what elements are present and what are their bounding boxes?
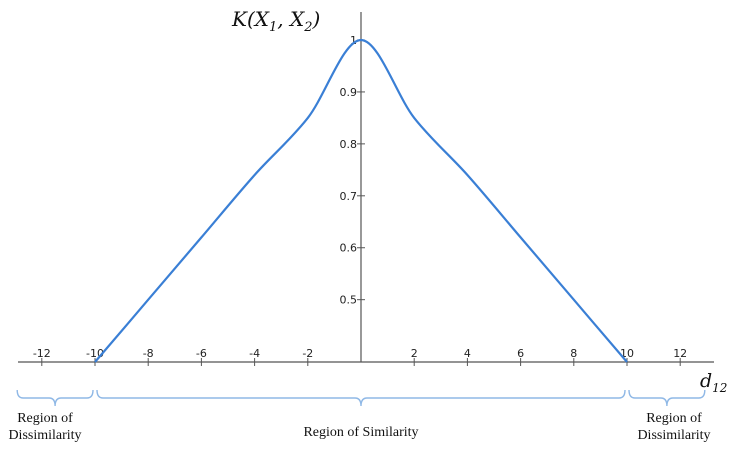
kernel-curve bbox=[94, 38, 628, 363]
y-tick-label: 0.8 bbox=[340, 138, 358, 151]
region-label: Region of bbox=[646, 411, 702, 426]
y-tick-label: 1 bbox=[350, 34, 357, 47]
x-tick-label: -12 bbox=[33, 347, 51, 360]
region-label: Region of bbox=[17, 411, 73, 426]
region-brace bbox=[16, 389, 94, 407]
x-tick-label: -6 bbox=[196, 347, 207, 360]
x-tick-label: 2 bbox=[411, 347, 418, 360]
x-tick-label: 6 bbox=[517, 347, 524, 360]
x-axis-title: d12 bbox=[700, 370, 727, 395]
y-tick-label: 0.7 bbox=[340, 190, 358, 203]
region-label: Dissimilarity bbox=[637, 428, 710, 443]
x-ticks: -12 -10 -8 -6 -4 -2 2 4 6 8 10 12 bbox=[33, 347, 687, 366]
x-tick-label: 4 bbox=[464, 347, 471, 360]
y-axis-title: K(X1, X2) bbox=[231, 7, 320, 35]
region-label: Dissimilarity bbox=[8, 428, 81, 443]
x-tick-label: -8 bbox=[143, 347, 154, 360]
y-tick-label: 0.5 bbox=[340, 294, 358, 307]
y-ticks: 0.5 0.6 0.7 0.8 0.9 1 bbox=[340, 34, 365, 307]
y-tick-label: 0.6 bbox=[340, 242, 358, 255]
region-brace bbox=[96, 389, 626, 407]
y-tick-label: 0.9 bbox=[340, 86, 358, 99]
regions: Region of Dissimilarity Region of Similari… bbox=[8, 389, 711, 443]
x-tick-label: 8 bbox=[570, 347, 577, 360]
axes bbox=[18, 12, 714, 363]
region-brace bbox=[628, 389, 706, 407]
x-tick-label: -2 bbox=[302, 347, 313, 360]
x-tick-label: 10 bbox=[620, 347, 634, 360]
region-label: Region of Similarity bbox=[303, 425, 418, 440]
x-tick-label: -4 bbox=[249, 347, 260, 360]
x-tick-label: 12 bbox=[673, 347, 687, 360]
